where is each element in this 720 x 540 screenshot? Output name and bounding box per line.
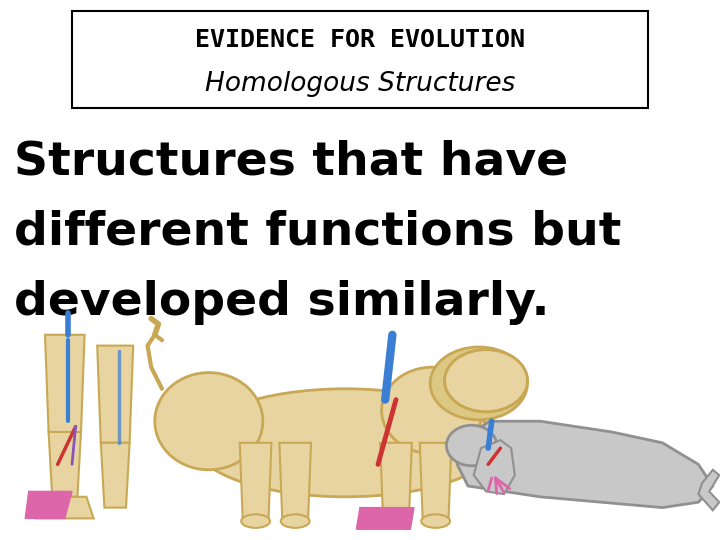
Polygon shape bbox=[457, 421, 713, 508]
Polygon shape bbox=[356, 508, 414, 529]
Text: Structures that have: Structures that have bbox=[14, 139, 569, 185]
Polygon shape bbox=[49, 432, 81, 497]
Text: EVIDENCE FOR EVOLUTION: EVIDENCE FOR EVOLUTION bbox=[195, 28, 525, 52]
Polygon shape bbox=[698, 470, 719, 510]
Polygon shape bbox=[380, 443, 412, 518]
Polygon shape bbox=[279, 443, 311, 518]
Polygon shape bbox=[97, 346, 133, 443]
Ellipse shape bbox=[446, 426, 497, 465]
Polygon shape bbox=[474, 440, 515, 494]
Ellipse shape bbox=[421, 514, 450, 528]
Text: Homologous Structures: Homologous Structures bbox=[204, 71, 516, 97]
Ellipse shape bbox=[194, 389, 497, 497]
Text: different functions but: different functions but bbox=[14, 210, 622, 255]
Polygon shape bbox=[25, 491, 72, 518]
Text: developed similarly.: developed similarly. bbox=[14, 280, 550, 325]
Ellipse shape bbox=[155, 373, 263, 470]
Ellipse shape bbox=[382, 367, 482, 454]
Polygon shape bbox=[45, 335, 85, 432]
Bar bbox=[72, 11, 648, 108]
Ellipse shape bbox=[281, 514, 310, 528]
Ellipse shape bbox=[382, 514, 410, 528]
Ellipse shape bbox=[445, 350, 528, 412]
Polygon shape bbox=[29, 497, 94, 518]
Polygon shape bbox=[240, 443, 271, 518]
Polygon shape bbox=[420, 443, 451, 518]
Polygon shape bbox=[101, 443, 130, 508]
Ellipse shape bbox=[241, 514, 270, 528]
Ellipse shape bbox=[431, 347, 527, 420]
